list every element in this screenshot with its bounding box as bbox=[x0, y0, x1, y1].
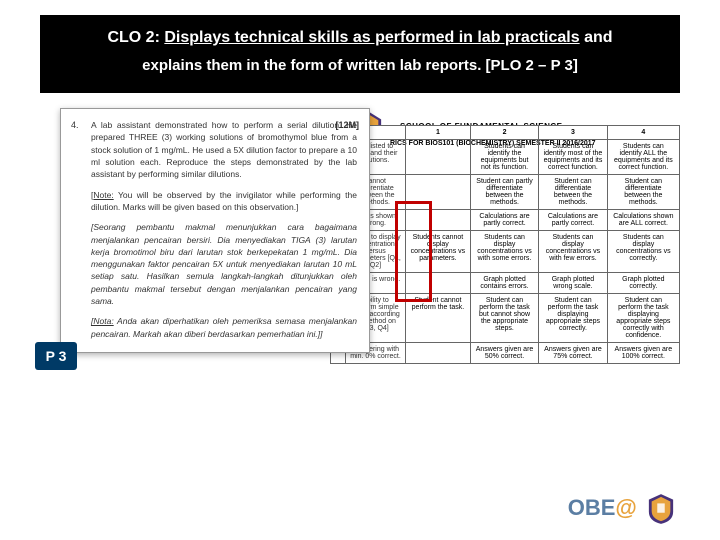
cell: Student cannot perform the task. bbox=[406, 294, 471, 343]
question-note: [Note: You will be observed by the invig… bbox=[91, 189, 357, 214]
table-row: nts listed to units and their dilutions.… bbox=[331, 140, 680, 175]
clo-main: Displays technical skills as performed i… bbox=[164, 29, 579, 46]
question-italic-note: [Nota: Anda akan diperhatikan oleh pemer… bbox=[91, 315, 357, 340]
clo-prefix: CLO 2: bbox=[107, 29, 164, 46]
cell: Students can identify most of the equipm… bbox=[539, 140, 608, 175]
italic-note-text: Anda akan diperhatikan oleh pemeriksa se… bbox=[91, 316, 357, 338]
cell: Calculations are partly correct. bbox=[470, 210, 538, 231]
umt-shield-icon bbox=[647, 493, 675, 525]
cell: Student can differentiate between the me… bbox=[539, 175, 608, 210]
cell: Graph plotted correctly. bbox=[607, 273, 679, 294]
cell: Answers given are 100% correct. bbox=[607, 343, 679, 364]
col-4: 4 bbox=[607, 126, 679, 140]
cell: Graph plotted contains errors. bbox=[470, 273, 538, 294]
clo-subtitle: explains them in the form of written lab… bbox=[60, 57, 660, 74]
table-row: ations shown wrong. Calculations are par… bbox=[331, 210, 680, 231]
col-1: 1 bbox=[406, 126, 471, 140]
italic-note-label: [Nota: bbox=[91, 316, 114, 326]
at-text: @ bbox=[615, 495, 636, 520]
cell: Student can perform the task but cannot … bbox=[470, 294, 538, 343]
cell: Student can perform the task displaying … bbox=[607, 294, 679, 343]
cell: Students can identify ALL the equipments… bbox=[607, 140, 679, 175]
table-row: 3 Ability to display concentrations vers… bbox=[331, 231, 680, 273]
rubric-header-row: 1 2 3 4 bbox=[331, 126, 680, 140]
cell: Students can identify the equipments but… bbox=[470, 140, 538, 175]
note-label: [Note: bbox=[91, 190, 114, 200]
cell: Students can display concentrations vs w… bbox=[470, 231, 538, 273]
cell: Answers given are 75% correct. bbox=[539, 343, 608, 364]
footer-logo: OBE@ bbox=[568, 493, 675, 525]
cell: Answers given are 50% correct. bbox=[470, 343, 538, 364]
table-row: Answering with min. 0% correct. Answers … bbox=[331, 343, 680, 364]
question-body: A lab assistant demonstrated how to perf… bbox=[91, 119, 357, 340]
question-paragraph: A lab assistant demonstrated how to perf… bbox=[91, 119, 357, 181]
note-text: You will be observed by the invigilator … bbox=[91, 190, 357, 212]
cell: Calculations shown are ALL correct. bbox=[607, 210, 679, 231]
question-box: 4. [12M] A lab assistant demonstrated ho… bbox=[60, 108, 370, 353]
p3-badge: P 3 bbox=[35, 342, 77, 370]
cell: Students can display concentrations vs c… bbox=[607, 231, 679, 273]
cell: Student can perform the task displaying … bbox=[539, 294, 608, 343]
cell: Graph plotted wrong scale. bbox=[539, 273, 608, 294]
table-row: 4 Ability to perform simple tasks accord… bbox=[331, 294, 680, 343]
question-number: 4. bbox=[71, 119, 79, 132]
table-row: Graph is wrong. Graph plotted contains e… bbox=[331, 273, 680, 294]
obe-text: OBE bbox=[568, 495, 616, 520]
clo-title: CLO 2: Displays technical skills as perf… bbox=[60, 25, 660, 51]
clo-suffix: and bbox=[580, 29, 613, 46]
col-3: 3 bbox=[539, 126, 608, 140]
cell: Student can differentiate between the me… bbox=[607, 175, 679, 210]
cell: Students can display concentrations vs w… bbox=[539, 231, 608, 273]
cell: Student can partly differentiate between… bbox=[470, 175, 538, 210]
clo-header: CLO 2: Displays technical skills as perf… bbox=[40, 15, 680, 93]
question-marks: [12M] bbox=[335, 119, 359, 132]
cell: Students cannot display concentrations v… bbox=[406, 231, 471, 273]
table-row: cannot differentiate between the methods… bbox=[331, 175, 680, 210]
col-2: 2 bbox=[470, 126, 538, 140]
rubric-table: 1 2 3 4 nts listed to units and their di… bbox=[330, 125, 680, 364]
cell: Calculations are partly correct. bbox=[539, 210, 608, 231]
question-italic-paragraph: [Seorang pembantu makmal menunjukkan car… bbox=[91, 221, 357, 307]
